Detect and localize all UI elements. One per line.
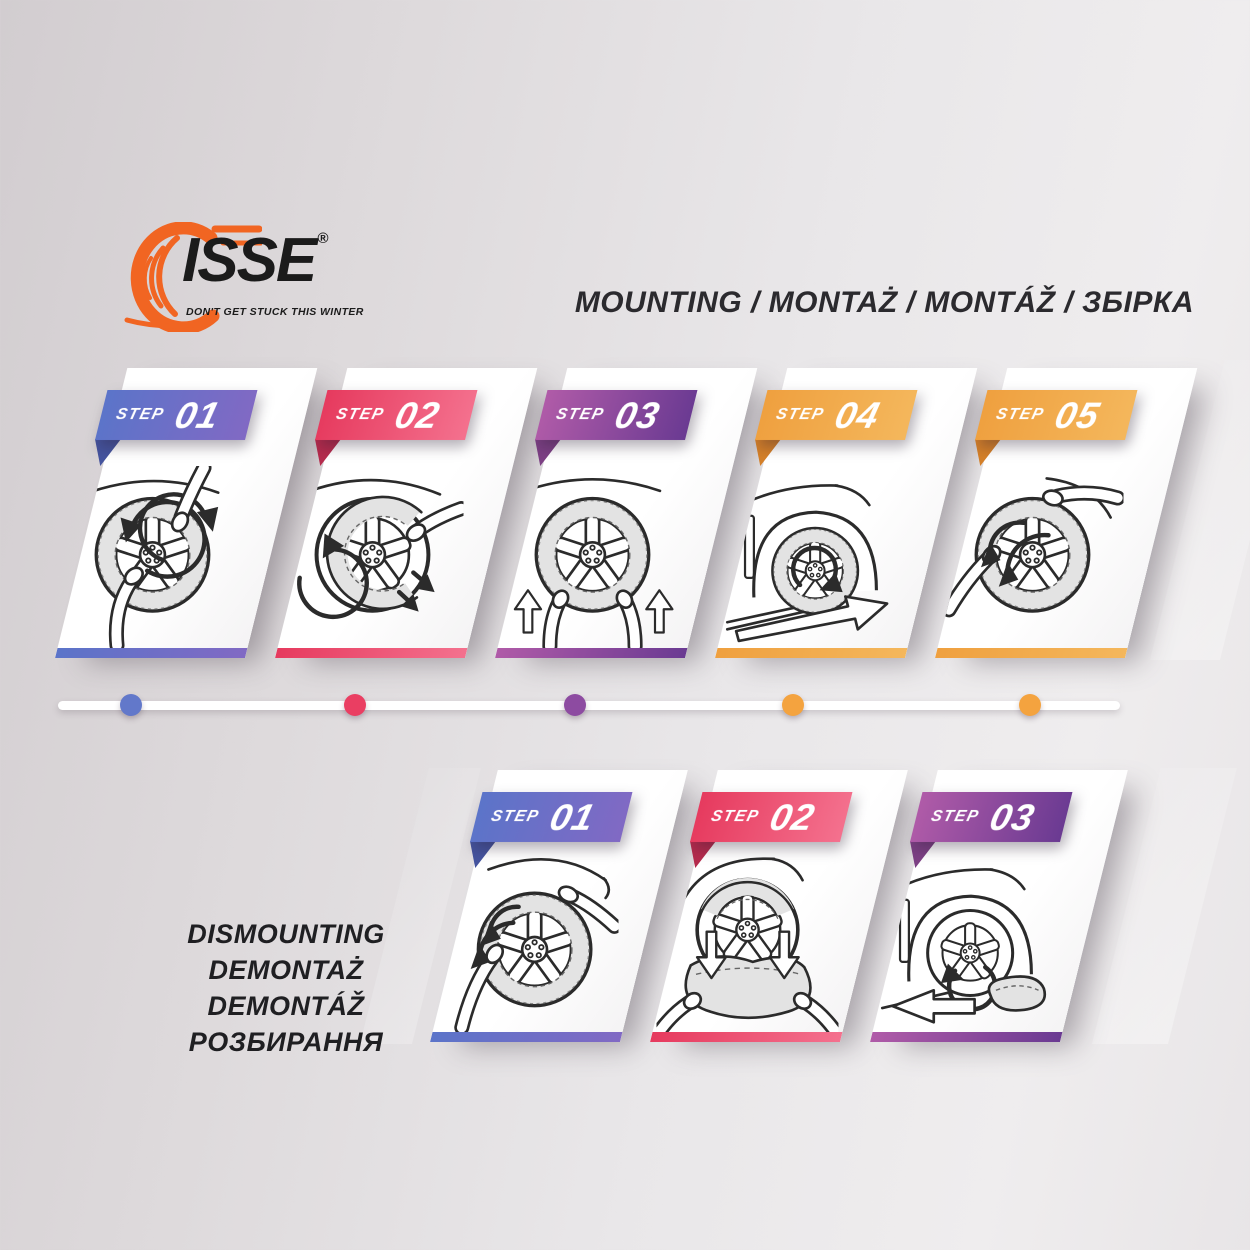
mounting-step-4-card: STEP 04 <box>715 368 978 658</box>
timeline-dot-4 <box>782 694 804 716</box>
hands-pull-sock-edges-off-illustration <box>454 857 619 1032</box>
card-panel <box>935 368 1198 658</box>
dismounting-step-2-card: STEP 02 <box>650 770 908 1042</box>
card-panel <box>495 368 758 658</box>
hands-stretch-sock-over-tire-illustration <box>61 466 220 648</box>
step-number: 04 <box>830 394 885 436</box>
card-accent-bar <box>55 648 248 658</box>
step-ribbon: STEP 03 <box>535 390 698 440</box>
card-accent-bar <box>495 648 688 658</box>
timeline-dot-5 <box>1019 694 1041 716</box>
step-ribbon: STEP 05 <box>975 390 1138 440</box>
step-number: 03 <box>610 394 665 436</box>
mounting-step-2-card: STEP 02 <box>275 368 538 658</box>
timeline-dot-3 <box>564 694 586 716</box>
card-accent-bar <box>935 648 1128 658</box>
mounting-step-5-card: STEP 05 <box>935 368 1198 658</box>
tire-swoosh-icon <box>124 222 262 332</box>
step-illustration-wrap <box>497 418 687 648</box>
step-illustration-wrap <box>872 820 1062 1032</box>
car-drives-off-sock-on-ground-illustration <box>880 868 1047 1024</box>
step-label: STEP <box>114 406 167 423</box>
step-number: 02 <box>390 394 445 436</box>
card-accent-bar <box>275 648 468 658</box>
step-number: 02 <box>765 796 820 838</box>
step-ribbon: STEP 03 <box>910 792 1073 842</box>
dismounting-step-1-card: STEP 01 <box>430 770 688 1042</box>
step-number: 05 <box>1050 394 1105 436</box>
fit-sock-edges-up-arrows-illustration <box>513 477 674 648</box>
hands-center-sock-on-wheel-illustration <box>941 477 1124 648</box>
registered-mark: ® <box>317 230 329 247</box>
timeline-dot-2 <box>344 694 366 716</box>
step-label: STEP <box>334 406 387 423</box>
card-accent-bar <box>430 1032 623 1042</box>
step-illustration-wrap <box>277 418 467 648</box>
step-illustration-wrap <box>717 418 907 648</box>
step-ribbon: STEP 04 <box>755 390 918 440</box>
step-label: STEP <box>774 406 827 423</box>
car-drive-forward-arrow-illustration <box>725 484 889 643</box>
step-ribbon: STEP 01 <box>470 792 633 842</box>
step-label: STEP <box>554 406 607 423</box>
card-panel <box>715 368 978 658</box>
card-panel <box>650 770 908 1042</box>
step-illustration-wrap <box>937 418 1127 648</box>
card-panel <box>55 368 318 658</box>
step-label: STEP <box>994 406 1047 423</box>
pull-sock-down-off-tire-illustration <box>656 857 839 1032</box>
timeline-line <box>58 701 1120 710</box>
step-number: 03 <box>985 796 1040 838</box>
brand-wordmark: ISSE ® <box>182 230 328 292</box>
step-illustration-wrap <box>432 820 622 1032</box>
brand-tagline: DON'T GET STUCK THIS WINTER <box>186 306 364 318</box>
mounting-step-3-card: STEP 03 <box>495 368 758 658</box>
step-label: STEP <box>709 808 762 825</box>
mounting-step-1-card: STEP 01 <box>55 368 318 658</box>
step-ribbon: STEP 01 <box>95 390 258 440</box>
card-panel <box>870 770 1128 1042</box>
dismounting-step-3-card: STEP 03 <box>870 770 1128 1042</box>
card-panel <box>430 770 688 1042</box>
dismounting-title-line: РОЗБИРАННЯ <box>188 1027 384 1057</box>
step-ribbon: STEP 02 <box>315 390 478 440</box>
step-label: STEP <box>489 808 542 825</box>
step-illustration-wrap <box>652 820 842 1032</box>
card-accent-bar <box>650 1032 843 1042</box>
dismounting-title-line: DISMOUNTING <box>187 919 385 949</box>
dismounting-title-line: DEMONTAŻ <box>208 955 364 985</box>
isse-logo: ISSE ® DON'T GET STUCK THIS WINTER <box>116 222 376 332</box>
step-illustration-wrap <box>57 418 247 648</box>
card-accent-bar <box>715 648 908 658</box>
timeline <box>58 694 1120 716</box>
hand-pulls-sock-around-tire-illustration <box>297 478 464 620</box>
mounting-title: MOUNTING / MONTAŻ / MONTÁŽ / ЗБІРКА <box>574 286 1194 319</box>
step-number: 01 <box>170 394 225 436</box>
dismounting-title-line: DEMONTÁŽ <box>207 991 365 1021</box>
step-label: STEP <box>929 808 982 825</box>
brand-text: ISSE <box>182 226 317 295</box>
step-number: 01 <box>545 796 600 838</box>
card-panel <box>275 368 538 658</box>
card-accent-bar <box>870 1032 1063 1042</box>
timeline-dot-1 <box>120 694 142 716</box>
dismounting-title: DISMOUNTING DEMONTAŻ DEMONTÁŽ РОЗБИРАННЯ <box>148 916 424 1060</box>
step-ribbon: STEP 02 <box>690 792 853 842</box>
